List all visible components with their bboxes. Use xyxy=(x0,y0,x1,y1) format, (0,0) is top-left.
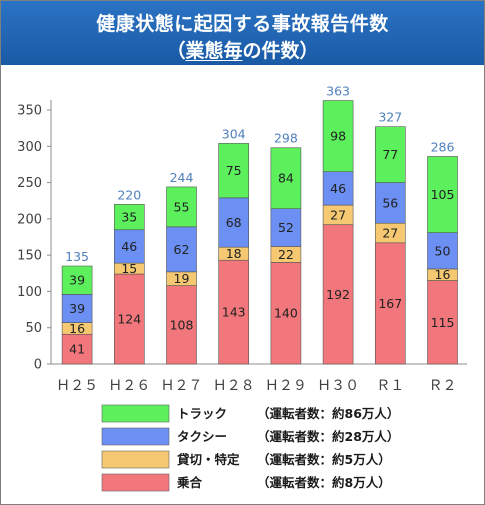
segment-value-label: 35 xyxy=(121,210,137,225)
legend-swatch-charter xyxy=(101,450,170,469)
legend-note-taxi: （運転者数：約28万人） xyxy=(257,429,399,444)
y-tick-label: 150 xyxy=(17,249,42,264)
bar-segment-truck xyxy=(166,186,197,228)
bar-segment-bus xyxy=(374,242,406,365)
bar-segment-taxi xyxy=(427,232,458,270)
x-category-label: Ｈ２８ xyxy=(213,378,255,394)
segment-value-label: 68 xyxy=(226,215,242,230)
bar-segment-truck xyxy=(114,204,145,231)
bar-segment-truck xyxy=(427,156,458,233)
bar-segment-taxi xyxy=(114,229,145,264)
segment-value-label: 77 xyxy=(382,147,398,162)
y-tick-label: 250 xyxy=(17,176,42,191)
segment-value-label: 52 xyxy=(278,220,294,235)
bar-segment-taxi xyxy=(218,197,249,248)
legend-label-taxi: タクシー xyxy=(177,429,227,444)
segment-value-label: 46 xyxy=(330,181,346,196)
legend-label-charter: 貸切・特定 xyxy=(177,452,240,467)
bar-segment-bus xyxy=(166,285,197,365)
segment-value-label: 108 xyxy=(170,317,194,332)
segment-value-label: 55 xyxy=(174,199,190,214)
segment-value-label: 46 xyxy=(121,239,137,254)
legend-label-bus: 乗合 xyxy=(176,475,203,490)
bar-segment-truck xyxy=(374,126,406,183)
bar-total-label: 304 xyxy=(222,126,246,141)
bar-segment-truck xyxy=(270,147,302,210)
segment-value-label: 124 xyxy=(117,312,141,327)
segment-value-label: 115 xyxy=(431,315,455,330)
x-category-label: Ｈ３０ xyxy=(317,378,359,394)
segment-value-label: 56 xyxy=(382,195,398,210)
segment-value-label: 27 xyxy=(330,207,346,222)
y-tick-label: 50 xyxy=(25,321,42,336)
x-category-label: Ｒ１ xyxy=(376,378,404,394)
bar-segment-bus xyxy=(270,262,302,365)
bar-segment-truck xyxy=(218,143,249,199)
y-tick-label: 350 xyxy=(17,104,42,119)
bar-segment-bus xyxy=(322,224,354,365)
segment-value-label: 167 xyxy=(378,296,402,311)
bar-total-label: 298 xyxy=(274,131,298,146)
chart-title: 健康状態に起因する事故報告件数 xyxy=(96,13,389,35)
segment-value-label: 140 xyxy=(274,306,298,321)
segment-value-label: 143 xyxy=(222,305,246,320)
bar-segment-truck xyxy=(61,265,93,295)
segment-value-label: 105 xyxy=(431,187,455,202)
legend-swatch-taxi xyxy=(101,427,170,446)
legend-swatch-truck xyxy=(101,404,170,423)
bar-segment-truck xyxy=(322,100,354,172)
bar-segment-bus xyxy=(114,273,145,365)
x-category-label: Ｈ２５ xyxy=(56,378,98,394)
bar-segment-taxi xyxy=(374,182,406,224)
segment-value-label: 98 xyxy=(330,129,346,144)
y-tick-label: 0 xyxy=(34,358,42,373)
segment-value-label: 18 xyxy=(226,246,242,261)
x-category-label: Ｈ２９ xyxy=(265,378,307,394)
bar-total-label: 135 xyxy=(65,249,89,264)
y-tick-label: 300 xyxy=(17,140,42,155)
bar-segment-bus xyxy=(427,280,458,365)
bar-segment-taxi xyxy=(322,171,354,206)
subtitle-rest: の件数） xyxy=(242,40,319,62)
legend-label-truck: トラック xyxy=(177,406,227,421)
subtitle-open: （ xyxy=(166,40,186,62)
segment-value-label: 15 xyxy=(121,261,137,276)
segment-value-label: 192 xyxy=(326,287,350,302)
segment-value-label: 39 xyxy=(69,273,85,288)
x-category-label: Ｈ２６ xyxy=(108,378,150,394)
legend-swatch-bus xyxy=(101,473,170,492)
bar-segment-bus xyxy=(218,259,249,365)
legend-note-truck: （運転者数：約86万人） xyxy=(257,406,399,421)
bar-segment-taxi xyxy=(166,226,197,273)
bar-total-label: 244 xyxy=(170,170,194,185)
segment-value-label: 22 xyxy=(278,247,294,262)
segment-value-label: 16 xyxy=(69,321,85,336)
subtitle-emphasis: 業態毎 xyxy=(185,40,243,62)
x-category-label: Ｒ２ xyxy=(429,378,457,394)
y-tick-label: 200 xyxy=(17,212,42,227)
bar-total-label: 363 xyxy=(326,84,350,99)
segment-value-label: 84 xyxy=(278,171,294,186)
legend-note-bus: （運転者数：約8万人） xyxy=(257,475,391,490)
bar-segment-bus xyxy=(61,333,93,365)
segment-value-label: 62 xyxy=(174,242,190,257)
bar-total-label: 286 xyxy=(431,139,455,154)
chart-subtitle: （業態毎の件数） xyxy=(1,36,484,63)
bar-total-label: 220 xyxy=(117,187,141,202)
segment-value-label: 75 xyxy=(226,163,242,178)
segment-value-label: 19 xyxy=(174,271,190,286)
segment-value-label: 41 xyxy=(69,342,85,357)
segment-value-label: 39 xyxy=(69,301,85,316)
chart-header: 健康状態に起因する事故報告件数 （業態毎の件数） xyxy=(1,1,484,65)
bar-total-label: 327 xyxy=(378,110,402,125)
bar-segment-taxi xyxy=(61,294,93,323)
segment-value-label: 16 xyxy=(435,267,451,282)
legend-note-charter: （運転者数：約5万人） xyxy=(257,452,391,467)
y-tick-label: 100 xyxy=(17,285,42,300)
segment-value-label: 50 xyxy=(435,243,451,258)
x-category-label: Ｈ２７ xyxy=(161,378,203,394)
segment-value-label: 27 xyxy=(382,226,398,241)
